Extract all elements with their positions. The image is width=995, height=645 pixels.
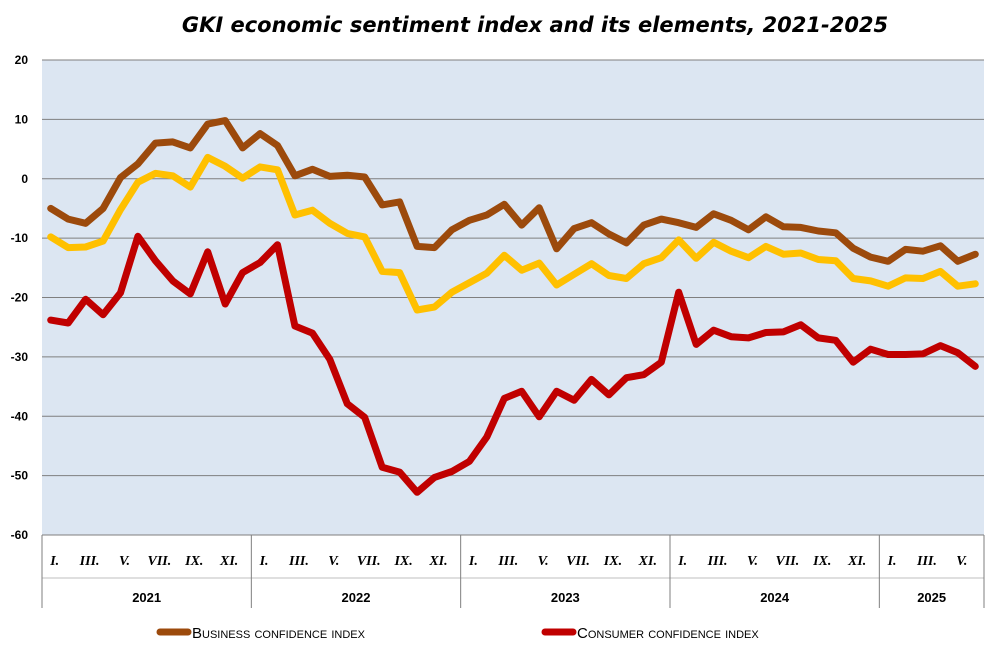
month-tick-label: VII. (148, 554, 172, 569)
month-tick-label: XI. (428, 554, 447, 569)
month-tick-label: III. (79, 554, 100, 569)
legend: Business confidence index Consumer confid… (156, 625, 759, 642)
month-tick-label: VII. (566, 554, 590, 569)
y-tick-label: -40 (11, 409, 29, 423)
month-tick-label: V. (956, 554, 967, 569)
month-tick-label: VII. (357, 554, 381, 569)
y-tick-label: 10 (15, 112, 29, 126)
y-tick-label: -30 (11, 350, 29, 364)
x-axis: I. III. V. VII. IX. XI. 2021 I. III. V. VII. IX. XI.… (41, 534, 985, 608)
month-tick-label: I. (677, 554, 687, 569)
month-tick-label: V. (328, 554, 339, 569)
series-line-1 (47, 153, 979, 314)
series-lines (47, 117, 979, 496)
month-tick-label: I. (49, 554, 59, 569)
y-tick-label: 20 (15, 53, 29, 67)
year-label: 2022 (342, 590, 371, 605)
month-tick-label: VII. (776, 554, 800, 569)
month-tick-label: XI. (638, 554, 657, 569)
month-tick-label: III. (916, 554, 937, 569)
chart-title: GKI economic sentiment index and its ele… (182, 13, 888, 37)
y-tick-label: -50 (11, 469, 29, 483)
series-line-0 (47, 117, 979, 265)
year-label: 2024 (760, 590, 790, 605)
month-tick-label: III. (707, 554, 728, 569)
y-tick-label: -10 (11, 231, 29, 245)
month-tick-label: XI. (847, 554, 866, 569)
month-tick-label: V. (538, 554, 549, 569)
y-tick-label: 0 (21, 172, 28, 186)
month-tick-label: I. (887, 554, 897, 569)
month-tick-label: IX. (184, 554, 203, 569)
month-tick-label: I. (259, 554, 269, 569)
y-tick-label: -60 (11, 528, 29, 542)
year-label: 2023 (551, 590, 580, 605)
month-tick-label: III. (288, 554, 309, 569)
month-tick-label: IX. (393, 554, 412, 569)
month-tick-label: V. (747, 554, 758, 569)
month-tick-label: IX. (812, 554, 831, 569)
year-label: 2025 (917, 590, 946, 605)
series-line-2 (47, 232, 979, 496)
month-tick-label: IX. (603, 554, 622, 569)
month-tick-label: III. (497, 554, 518, 569)
month-tick-label: V. (119, 554, 130, 569)
month-tick-label: XI. (219, 554, 238, 569)
year-label: 2021 (132, 590, 161, 605)
y-axis-ticks: 20 10 0 -10 -20 -30 -40 -50 -60 (11, 53, 29, 542)
legend-label: Business confidence index (192, 625, 366, 642)
y-tick-label: -20 (11, 291, 29, 305)
legend-label: Consumer confidence index (577, 625, 759, 642)
month-tick-label: I. (468, 554, 478, 569)
